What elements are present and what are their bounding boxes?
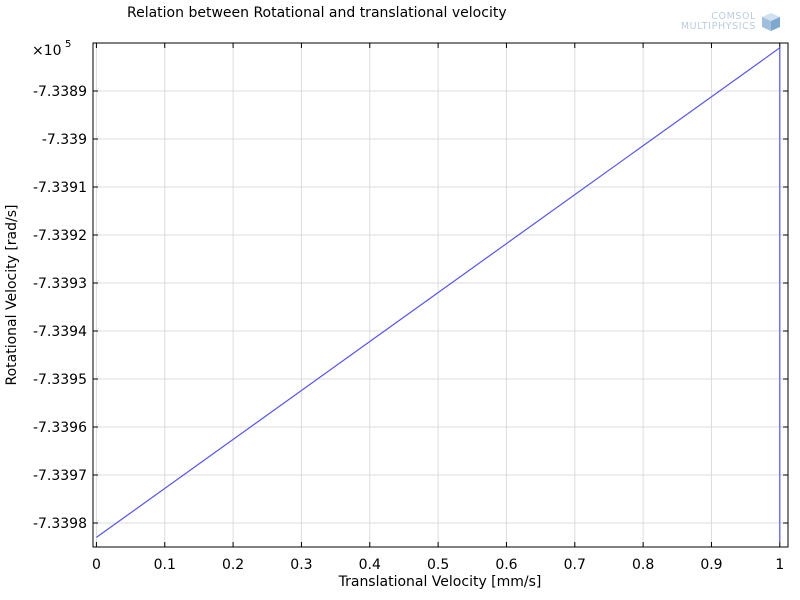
y-multiplier: ×10 5 (32, 39, 71, 59)
logo-line-2: MULTIPHYSICS (680, 21, 756, 32)
plot-frame (92, 42, 789, 548)
y-multiplier-exponent: 5 (65, 39, 71, 50)
y-multiplier-base: ×10 (32, 43, 62, 59)
x-tick-label: 1 (775, 557, 784, 573)
x-axis-ticks: 0 0.1 0.2 0.3 0.4 0.5 0.6 0.7 0.8 0.9 1 (92, 43, 784, 573)
x-tick-label: 0.6 (495, 557, 517, 573)
grid-lines (93, 43, 788, 547)
y-tick-label: -7.3398 (33, 516, 87, 532)
y-tick-label: -7.339 (42, 132, 87, 148)
y-tick-label: -7.3397 (33, 468, 87, 484)
y-tick-label: -7.3391 (33, 180, 87, 196)
x-tick-label: 0.5 (427, 557, 449, 573)
y-tick-label: -7.3389 (33, 84, 87, 100)
x-tick-label: 0.8 (632, 557, 654, 573)
chart-title: Relation between Rotational and translat… (127, 5, 507, 21)
series-line (96, 46, 781, 543)
x-tick-label: 0.2 (222, 557, 244, 573)
y-tick-label: -7.3396 (33, 420, 87, 436)
y-tick-label: -7.3393 (33, 276, 87, 292)
x-tick-label: 0.7 (564, 557, 586, 573)
x-tick-label: 0.4 (359, 557, 381, 573)
series-layer (96, 46, 781, 543)
y-tick-label: -7.3394 (33, 324, 87, 340)
x-tick-label: 0.1 (154, 557, 176, 573)
x-tick-label: 0.3 (290, 557, 312, 573)
y-axis-ticks: -7.3389 -7.339 -7.3391 -7.3392 -7.3393 -7.339… (33, 84, 788, 532)
y-tick-label: -7.3392 (33, 228, 87, 244)
y-tick-label: -7.3395 (33, 372, 87, 388)
comsol-logo: COMSOL MULTIPHYSICS (668, 10, 786, 36)
y-axis-label: Rotational Velocity [rad/s] (4, 205, 20, 386)
cube-icon (762, 13, 780, 31)
x-tick-label: 0.9 (700, 557, 722, 573)
logo-line-1: COMSOL (711, 11, 756, 22)
x-axis-label: Translational Velocity [mm/s] (338, 574, 542, 590)
x-tick-label: 0 (92, 557, 101, 573)
